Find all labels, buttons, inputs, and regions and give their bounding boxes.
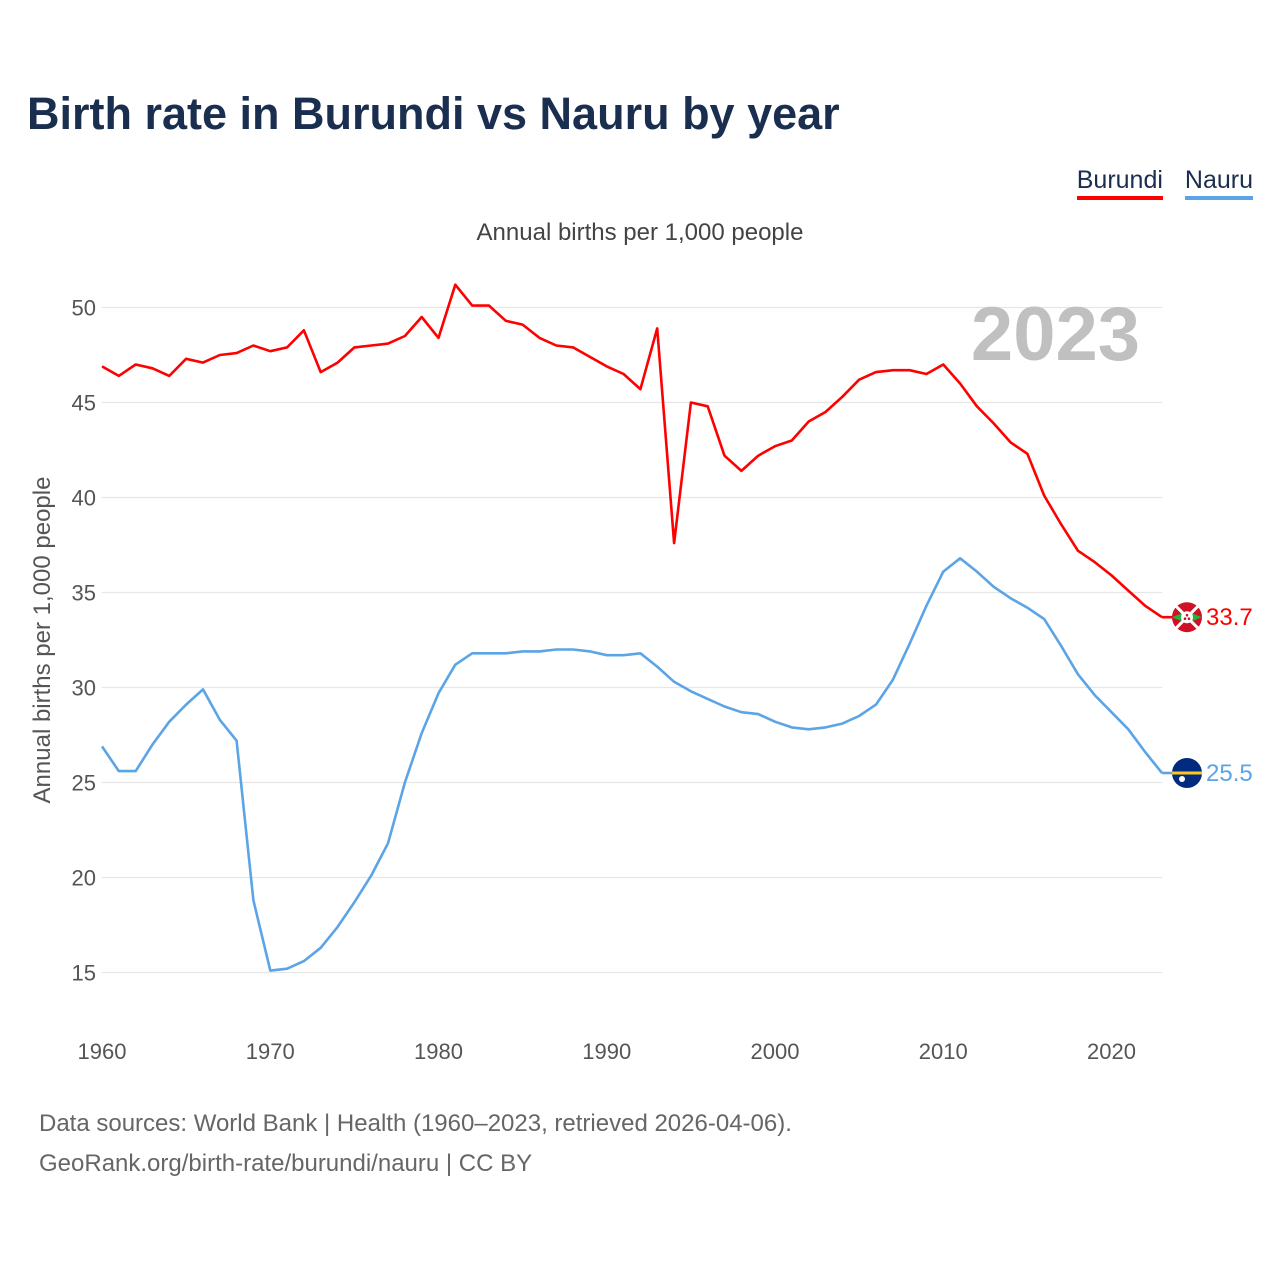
current-year-label: 2023 xyxy=(971,292,1140,377)
y-tick-label: 45 xyxy=(72,391,96,416)
y-axis-ticks: 15 20 25 30 35 40 45 50 xyxy=(72,296,96,986)
source-line-1: Data sources: World Bank | Health (1960–… xyxy=(39,1110,792,1137)
grid-lines xyxy=(102,306,1162,974)
series-line-burundi[interactable] xyxy=(101,283,1163,619)
legend-item-burundi[interactable]: Burundi xyxy=(1076,166,1163,200)
x-tick-label: 1970 xyxy=(246,1039,295,1064)
series-end-value-nauru: 25.5 xyxy=(1206,760,1253,787)
y-tick-label: 40 xyxy=(72,486,96,511)
legend: Burundi Nauru xyxy=(1076,166,1253,200)
x-axis-ticks: 1960 1970 1980 1990 2000 2010 2020 xyxy=(78,1039,1136,1064)
legend-item-nauru[interactable]: Nauru xyxy=(1184,166,1253,200)
y-tick-label: 35 xyxy=(72,581,96,606)
series-end-value-burundi: 33.7 xyxy=(1206,604,1253,631)
series-end-markers: 33.7 25.5 xyxy=(1162,602,1253,788)
source-note: Data sources: World Bank | Health (1960–… xyxy=(39,1104,792,1184)
y-axis-label: Annual births per 1,000 people xyxy=(29,477,56,804)
source-line-2[interactable]: GeoRank.org/birth-rate/burundi/nauru | C… xyxy=(39,1150,533,1177)
y-tick-label: 50 xyxy=(72,296,96,321)
series-line-nauru[interactable] xyxy=(100,556,1164,972)
x-tick-label: 1960 xyxy=(78,1039,127,1064)
y-tick-label: 25 xyxy=(72,771,96,796)
y-tick-label: 15 xyxy=(72,961,96,986)
x-tick-label: 2000 xyxy=(751,1039,800,1064)
y-tick-label: 20 xyxy=(72,866,96,891)
chart-title: Birth rate in Burundi vs Nauru by year xyxy=(27,88,840,139)
series-lines xyxy=(100,283,1164,972)
nauru-flag-icon xyxy=(1172,758,1202,788)
burundi-flag-icon xyxy=(1172,602,1202,633)
x-tick-label: 1990 xyxy=(582,1039,631,1064)
line-chart: Annual births per 1,000 people 15 20 25 30 3… xyxy=(29,219,1253,1064)
chart-subtitle: Annual births per 1,000 people xyxy=(477,219,804,246)
x-tick-label: 2010 xyxy=(919,1039,968,1064)
x-tick-label: 1980 xyxy=(414,1039,463,1064)
x-tick-label: 2020 xyxy=(1087,1039,1136,1064)
y-tick-label: 30 xyxy=(72,676,96,701)
